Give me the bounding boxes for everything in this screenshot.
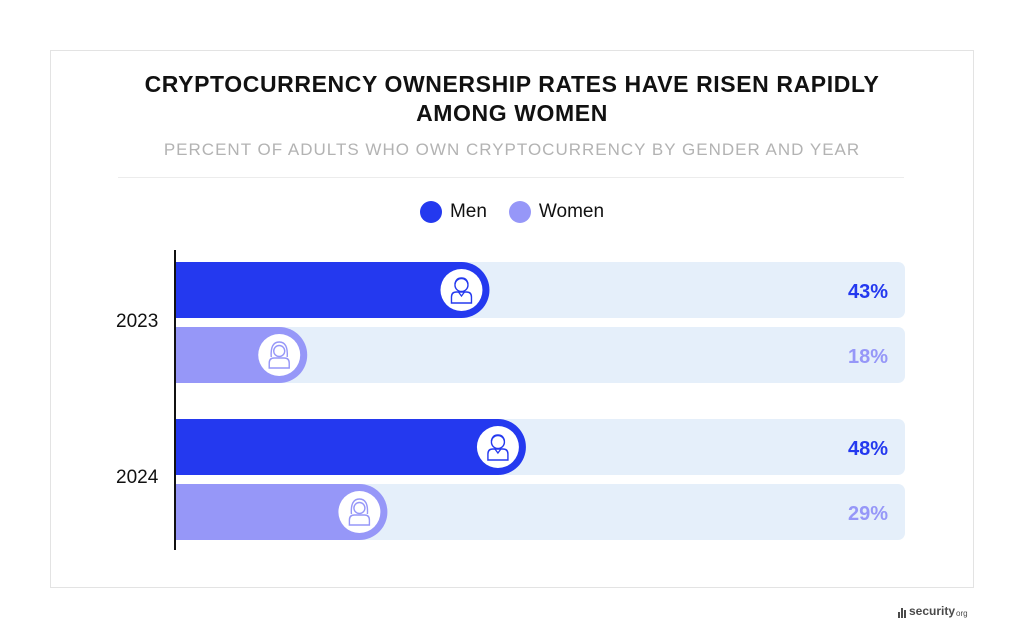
data-label-women-2024: 29% <box>848 503 888 525</box>
bar-track-women-2023 <box>176 327 905 383</box>
woman-avatar-icon-2023 <box>258 334 301 376</box>
legend: Men Women <box>0 201 1024 223</box>
logo-suffix-text: org <box>956 609 968 618</box>
chart-title-line-1: CRYPTOCURRENCY OWNERSHIP RATES HAVE RISE… <box>144 71 880 97</box>
bar-group-men-2024: 48% <box>176 419 905 475</box>
legend-label-women: Women <box>538 201 605 222</box>
bar-group-men-2023: 43% <box>176 262 905 318</box>
logo-brand-text: security <box>909 604 956 618</box>
legend-item-men: Men <box>419 201 487 223</box>
y-axis-line <box>174 250 176 550</box>
chart-title: CRYPTOCURRENCY OWNERSHIP RATES HAVE RISE… <box>0 70 1024 128</box>
legend-label-men: Men <box>449 201 487 222</box>
data-label-men-2023: 43% <box>848 281 888 303</box>
bar-men-2024 <box>176 419 526 475</box>
chart-subtitle: PERCENT OF ADULTS WHO OWN CRYPTOCURRENCY… <box>163 140 861 159</box>
data-label-men-2024: 48% <box>848 438 888 460</box>
bar-women-2024 <box>176 484 388 540</box>
data-label-women-2023: 18% <box>848 346 888 368</box>
chart-title-line-2: AMONG WOMEN <box>416 100 608 126</box>
year-label-2024: 2024 <box>116 467 159 488</box>
legend-swatch-women <box>508 201 531 223</box>
logo-bars-icon <box>898 606 906 618</box>
divider <box>118 177 904 178</box>
man-avatar-icon-2024 <box>476 426 519 468</box>
bar-men-2023 <box>176 262 490 318</box>
legend-swatch-men <box>419 201 442 223</box>
woman-avatar-icon-2024 <box>338 491 381 533</box>
year-label-2023: 2023 <box>116 311 159 332</box>
legend-item-women: Women <box>508 201 605 223</box>
bar-group-women-2024: 29% <box>176 484 905 540</box>
man-avatar-icon-2023 <box>440 269 483 311</box>
brand-logo: security org <box>898 604 968 618</box>
bar-group-women-2023: 18% <box>176 327 905 383</box>
